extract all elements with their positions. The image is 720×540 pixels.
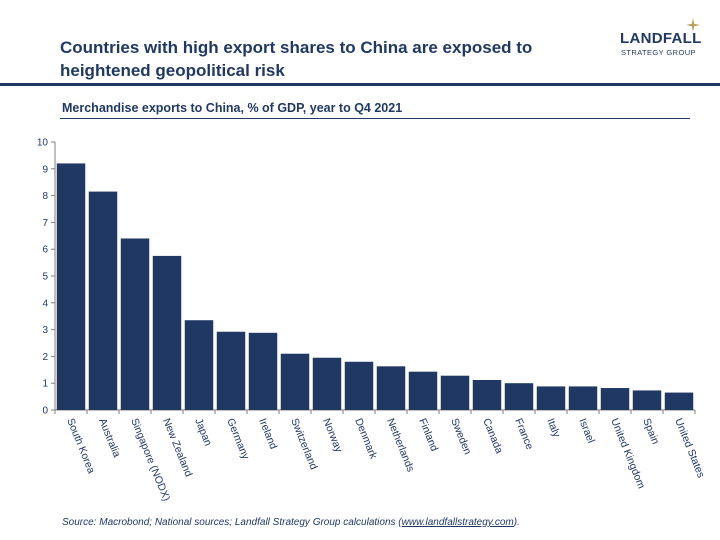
x-tick-label: Italy — [544, 417, 563, 440]
y-tick-label: 8 — [42, 191, 48, 202]
chart-title-underline — [60, 118, 690, 119]
bar — [440, 375, 470, 410]
x-tick-label: Netherlands — [384, 417, 416, 474]
source-note: Source: Macrobond; National sources; Lan… — [62, 517, 520, 528]
logo-tagline: STRATEGY GROUP — [621, 48, 696, 57]
x-tick-label: United Kingdom — [608, 417, 647, 491]
bar — [56, 163, 86, 410]
x-tick-label: Finland — [416, 417, 440, 454]
x-tick-label: Canada — [480, 417, 505, 456]
x-tick-label: Denmark — [352, 417, 379, 462]
y-tick-label: 2 — [42, 352, 48, 363]
source-text: Source: Macrobond; National sources; Lan… — [62, 517, 402, 528]
x-tick-label: Germany — [224, 417, 252, 462]
bar — [152, 255, 182, 410]
bar — [184, 320, 214, 410]
x-tick-label: Ireland — [256, 417, 279, 451]
x-tick-label: Spain — [640, 417, 661, 447]
y-tick-label: 0 — [42, 406, 48, 417]
bar — [632, 390, 662, 410]
bar — [504, 383, 534, 410]
bar — [120, 238, 150, 410]
bar — [344, 361, 374, 410]
x-tick-label: Norway — [320, 417, 345, 455]
y-tick-label: 9 — [42, 164, 48, 175]
bar — [664, 392, 694, 410]
bar — [536, 386, 566, 410]
bar — [248, 332, 278, 410]
y-tick-label: 1 — [42, 379, 48, 390]
x-tick-label: Sweden — [448, 417, 473, 457]
source-text-end: ). — [513, 517, 520, 528]
star-icon — [686, 18, 700, 32]
bar — [472, 379, 502, 410]
y-tick-label: 10 — [37, 138, 49, 149]
bar — [216, 331, 246, 410]
logo: LANDFALL STRATEGY GROUP — [600, 18, 702, 60]
bar — [376, 366, 406, 410]
bar — [280, 353, 310, 410]
header-divider — [0, 83, 720, 86]
x-tick-label: France — [512, 417, 535, 452]
chart-title: Merchandise exports to China, % of GDP, … — [62, 101, 403, 115]
bar — [312, 357, 342, 410]
x-tick-label: United States — [672, 417, 707, 480]
bar — [600, 388, 630, 410]
logo-name: LANDFALL — [620, 30, 702, 47]
y-tick-label: 5 — [42, 272, 48, 283]
y-tick-label: 4 — [42, 298, 48, 309]
x-tick-label: South Korea — [64, 417, 97, 476]
y-tick-label: 7 — [42, 218, 48, 229]
y-tick-label: 6 — [42, 245, 48, 256]
x-tick-label: New Zealand — [160, 417, 194, 479]
source-link[interactable]: www.landfallstrategy.com — [401, 517, 514, 528]
x-tick-label: Switzerland — [288, 417, 320, 472]
page-title: Countries with high export shares to Chi… — [60, 38, 533, 80]
bar — [408, 371, 438, 410]
x-tick-label: Japan — [192, 417, 214, 448]
bar — [88, 191, 118, 410]
y-tick-label: 3 — [42, 325, 48, 336]
x-tick-label: Australia — [96, 417, 122, 460]
bar — [568, 386, 598, 410]
x-tick-label: Israel — [576, 417, 597, 445]
